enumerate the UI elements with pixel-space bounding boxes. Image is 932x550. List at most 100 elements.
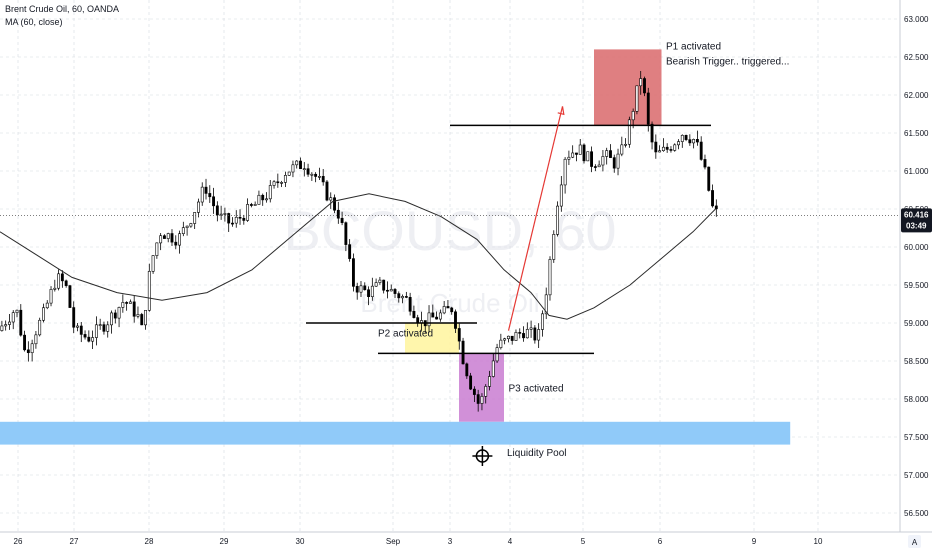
candle-body bbox=[178, 233, 181, 246]
candle-body bbox=[484, 386, 488, 397]
candle-body bbox=[302, 168, 306, 171]
candle-body bbox=[499, 339, 503, 348]
candle-body bbox=[590, 151, 594, 167]
candle-body bbox=[132, 301, 136, 317]
annotation-label: P1 activated bbox=[666, 41, 721, 52]
x-tick-label: 9 bbox=[752, 537, 757, 546]
candle-body bbox=[11, 312, 15, 323]
candle-body bbox=[257, 194, 261, 205]
candle-body bbox=[110, 312, 113, 326]
candle-body bbox=[325, 181, 329, 201]
candle-body bbox=[412, 310, 416, 318]
candle-body bbox=[170, 233, 174, 243]
candle-body bbox=[306, 168, 310, 175]
candle-body bbox=[234, 216, 238, 224]
candle-body bbox=[287, 171, 291, 176]
y-tick-label: 58.000 bbox=[904, 395, 929, 404]
candle-body bbox=[23, 334, 27, 351]
x-tick-label: 6 bbox=[658, 537, 663, 546]
candle-body bbox=[299, 160, 302, 170]
candle-body bbox=[548, 259, 552, 296]
candle-body bbox=[367, 289, 370, 297]
candle-body bbox=[427, 312, 431, 327]
candle-body bbox=[627, 119, 631, 145]
candle-body bbox=[435, 316, 439, 320]
zone-liquidity-band bbox=[0, 421, 791, 445]
candle-body bbox=[514, 332, 518, 341]
candle-body bbox=[389, 289, 393, 292]
candle-body bbox=[540, 313, 544, 330]
x-axis-ticks: 26 27 28 29 30 Sep 3 4 5 6 9 10 bbox=[14, 537, 823, 546]
annotation-label: Bearish Trigger.. triggered... bbox=[666, 57, 789, 68]
candle-body bbox=[416, 317, 420, 324]
candle-body bbox=[711, 190, 714, 207]
y-tick-label: 59.500 bbox=[904, 281, 929, 290]
candle-body bbox=[684, 134, 688, 140]
candle-body bbox=[49, 289, 53, 304]
candle-body bbox=[646, 92, 650, 125]
candle-body bbox=[438, 312, 442, 320]
candle-body bbox=[344, 222, 348, 245]
candle-body bbox=[620, 144, 624, 155]
candle-body bbox=[654, 141, 658, 153]
candle-body bbox=[529, 327, 533, 330]
candle-body bbox=[45, 302, 49, 309]
candle-body bbox=[159, 235, 163, 244]
candle-body bbox=[503, 338, 507, 341]
candle-body bbox=[688, 139, 692, 144]
candle-body bbox=[677, 141, 680, 146]
candle-body bbox=[310, 173, 314, 176]
candle-body bbox=[404, 296, 408, 298]
candle-body bbox=[34, 334, 38, 345]
y-tick-label: 62.000 bbox=[904, 91, 929, 100]
x-tick-label: 4 bbox=[508, 537, 513, 546]
candle-body bbox=[147, 271, 151, 311]
candle-body bbox=[249, 204, 253, 206]
x-tick-label: 30 bbox=[296, 537, 305, 546]
candle-body bbox=[91, 337, 95, 342]
candle-body bbox=[408, 296, 412, 312]
candle-body bbox=[480, 396, 484, 404]
candle-body bbox=[556, 205, 559, 235]
candle-body bbox=[265, 198, 268, 201]
candles bbox=[0, 70, 718, 412]
candle-body bbox=[144, 310, 147, 326]
candle-body bbox=[212, 196, 216, 207]
candle-body bbox=[162, 235, 166, 239]
candle-body bbox=[272, 181, 276, 186]
zone-p1-box bbox=[594, 49, 662, 126]
candle-body bbox=[454, 311, 457, 329]
candle-body bbox=[601, 156, 605, 166]
y-tick-label: 63.000 bbox=[904, 15, 929, 24]
candle-body bbox=[174, 241, 178, 246]
candle-body bbox=[578, 144, 582, 155]
candle-body bbox=[563, 158, 567, 186]
candle-body bbox=[457, 328, 461, 342]
candle-body bbox=[76, 325, 79, 328]
candle-body bbox=[692, 139, 696, 144]
candle-body bbox=[661, 146, 665, 152]
candle-body bbox=[382, 279, 386, 291]
x-tick-label: 10 bbox=[814, 537, 823, 546]
x-tick-label: 29 bbox=[220, 537, 229, 546]
annotations: P1 activated Bearish Trigger.. triggered.… bbox=[378, 41, 789, 459]
candle-body bbox=[363, 285, 367, 291]
candle-body bbox=[94, 324, 98, 338]
candle-body bbox=[276, 181, 280, 184]
annotation-label: Liquidity Pool bbox=[507, 448, 566, 459]
candle-body bbox=[340, 217, 344, 223]
candle-body bbox=[53, 287, 57, 290]
candle-body bbox=[605, 150, 609, 157]
candle-body bbox=[582, 144, 586, 162]
indicator-legend: MA (60, close) bbox=[5, 17, 63, 27]
watermark-name: Brent Crude Oil bbox=[360, 288, 539, 318]
candle-body bbox=[15, 309, 19, 313]
candle-body bbox=[215, 205, 219, 216]
candle-body bbox=[488, 376, 491, 387]
candle-body bbox=[87, 336, 91, 342]
candle-body bbox=[253, 204, 257, 206]
x-tick-label: Sep bbox=[386, 537, 401, 546]
